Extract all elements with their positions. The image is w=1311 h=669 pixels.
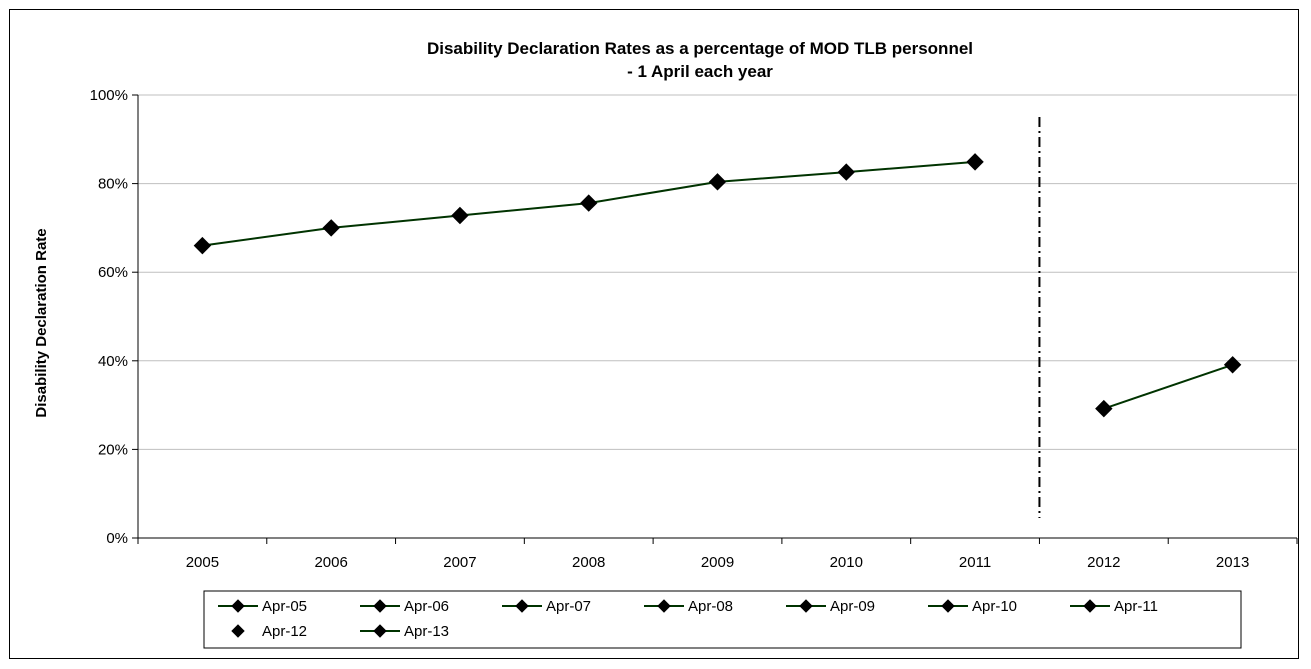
- series-line-2: [1103, 363, 1233, 410]
- x-tick-label: 2012: [1087, 554, 1120, 571]
- x-tick-label: 2007: [443, 554, 476, 571]
- legend-label: Apr-13: [404, 623, 449, 640]
- data-point-marker: [966, 153, 984, 171]
- data-point-marker: [193, 236, 212, 255]
- axes: 0% 20% 40% 60% 80% 100% 2005 2006 2007 2008 2009 20…: [90, 87, 1298, 571]
- x-tick-label: 2009: [701, 554, 734, 571]
- x-tick-label: 2010: [830, 554, 863, 571]
- legend-marker: [515, 599, 529, 613]
- legend-marker: [231, 599, 245, 613]
- x-tick-label: 2008: [572, 554, 605, 571]
- legend-marker: [1083, 599, 1097, 613]
- chart-title-line-2: - 1 April each year: [627, 62, 773, 81]
- legend-marker: [373, 624, 387, 638]
- legend-label: Apr-07: [546, 598, 591, 615]
- data-point-marker: [708, 173, 727, 191]
- data-point-marker: [837, 163, 855, 181]
- legend-box: [203, 590, 1242, 649]
- data-point-marker: [1095, 399, 1113, 418]
- y-tick-label: 60%: [98, 264, 128, 281]
- legend-label: Apr-08: [688, 598, 733, 615]
- legend-marker: [799, 599, 813, 613]
- legend-label: Apr-05: [262, 598, 307, 615]
- legend-marker: [657, 599, 671, 613]
- data-series: [193, 153, 1242, 418]
- data-point-marker: [322, 219, 340, 237]
- data-point-marker: [451, 206, 469, 225]
- legend: Apr-05 Apr-06 Apr-07 Apr-08 Apr-09 Apr-10 Apr-…: [203, 590, 1242, 649]
- x-tick-label: 2006: [314, 554, 347, 571]
- line-chart: Disability Declaration Rates as a percen…: [33, 39, 1298, 649]
- gridlines: [138, 94, 1297, 450]
- x-tick-label: 2013: [1216, 554, 1249, 571]
- data-point-marker: [1223, 356, 1242, 374]
- x-tick-label: 2005: [186, 554, 219, 571]
- chart-container: Disability Declaration Rates as a percen…: [9, 9, 1299, 659]
- data-point-marker: [580, 194, 598, 212]
- legend-label: Apr-12: [262, 623, 307, 640]
- y-tick-label: 100%: [90, 87, 128, 104]
- legend-marker: [941, 599, 955, 613]
- y-tick-label: 0%: [106, 530, 128, 547]
- legend-marker: [373, 599, 387, 613]
- y-tick-label: 40%: [98, 353, 128, 370]
- y-tick-label: 20%: [98, 441, 128, 458]
- y-axis-label: Disability Declaration Rate: [33, 228, 50, 417]
- chart-title-line-1: Disability Declaration Rates as a percen…: [427, 39, 973, 58]
- legend-label: Apr-11: [1114, 598, 1158, 615]
- legend-label: Apr-09: [830, 598, 875, 615]
- legend-label: Apr-06: [404, 598, 449, 615]
- legend-marker: [231, 624, 245, 638]
- y-tick-label: 80%: [98, 176, 128, 193]
- x-tick-label: 2011: [959, 554, 991, 571]
- legend-label: Apr-10: [972, 598, 1017, 615]
